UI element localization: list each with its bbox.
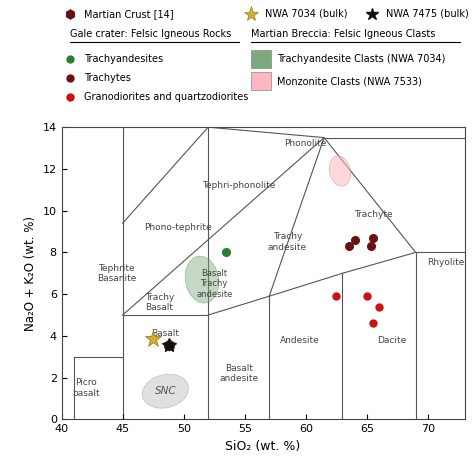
Ellipse shape — [329, 156, 351, 186]
Text: Tephrite
Basanite: Tephrite Basanite — [97, 264, 136, 283]
Text: Granodiorites and quartzodiorites: Granodiorites and quartzodiorites — [84, 92, 248, 102]
Text: Basalt: Basalt — [151, 329, 179, 338]
Text: Martian Crust [14]: Martian Crust [14] — [84, 9, 173, 19]
Text: Tephri-phonolite: Tephri-phonolite — [202, 181, 275, 190]
Text: Phono-tephrite: Phono-tephrite — [144, 223, 211, 232]
Y-axis label: Na₂O + K₂O (wt. %): Na₂O + K₂O (wt. %) — [24, 216, 37, 331]
Text: Monzonite Clasts (NWA 7533): Monzonite Clasts (NWA 7533) — [277, 76, 422, 86]
Text: Martian Breccia: Felsic Igneous Clasts: Martian Breccia: Felsic Igneous Clasts — [251, 29, 435, 39]
Text: Gale crater: Felsic Igneous Rocks: Gale crater: Felsic Igneous Rocks — [70, 29, 231, 39]
Text: NWA 7034 (bulk): NWA 7034 (bulk) — [265, 9, 347, 19]
Text: Dacite: Dacite — [377, 336, 406, 344]
Text: Rhyolite: Rhyolite — [428, 258, 465, 267]
FancyBboxPatch shape — [251, 72, 271, 90]
Text: Trachy
Basalt: Trachy Basalt — [145, 293, 174, 312]
Ellipse shape — [185, 256, 219, 303]
Text: Trachy
andesite: Trachy andesite — [268, 232, 307, 252]
Ellipse shape — [142, 374, 189, 408]
Text: Basalt
andesite: Basalt andesite — [219, 364, 258, 383]
Text: Trachytes: Trachytes — [84, 73, 131, 83]
Text: Trachyandesites: Trachyandesites — [84, 54, 163, 64]
Text: Basalt
Trachy
andesite: Basalt Trachy andesite — [196, 269, 232, 299]
Text: SNC: SNC — [155, 386, 176, 396]
Text: Trachyte: Trachyte — [354, 210, 392, 219]
FancyBboxPatch shape — [251, 49, 271, 68]
Text: Phonolite: Phonolite — [284, 139, 327, 148]
Text: Andesite: Andesite — [280, 336, 319, 344]
Text: Picro
basalt: Picro basalt — [72, 378, 100, 398]
X-axis label: SiO₂ (wt. %): SiO₂ (wt. %) — [226, 440, 301, 453]
Text: NWA 7475 (bulk): NWA 7475 (bulk) — [386, 9, 469, 19]
Text: Trachyandesite Clasts (NWA 7034): Trachyandesite Clasts (NWA 7034) — [277, 54, 446, 64]
